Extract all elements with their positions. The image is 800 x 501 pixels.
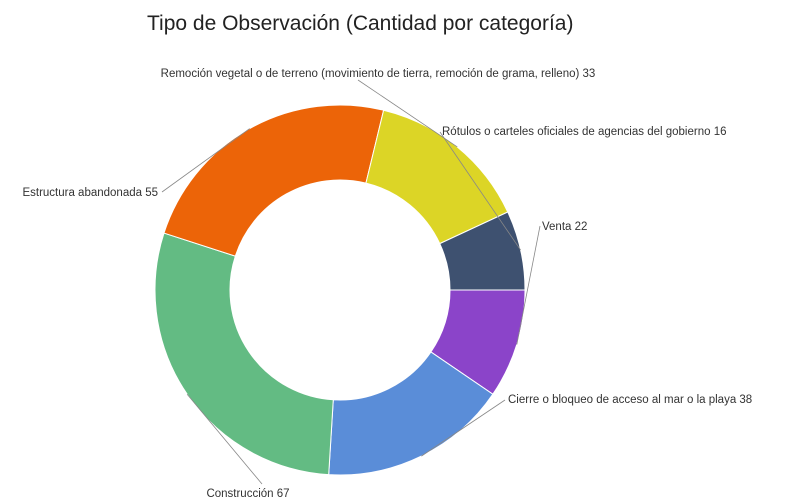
leader-line-5 bbox=[439, 131, 521, 251]
leader-line-1 bbox=[421, 399, 506, 457]
leader-line-4 bbox=[357, 79, 458, 148]
slice-3[interactable] bbox=[163, 104, 385, 257]
slice-label-5: Rótulos o carteles oficiales de agencias… bbox=[442, 126, 727, 138]
leader-line-2 bbox=[186, 393, 263, 485]
slice-label-1: Cierre o bloqueo de acceso al mar o la p… bbox=[508, 394, 752, 406]
slice-5[interactable] bbox=[439, 211, 526, 291]
slice-label-3: Estructura abandonada 55 bbox=[22, 187, 158, 199]
slice-label-2: Construcción 67 bbox=[206, 488, 289, 500]
slice-label-0: Venta 22 bbox=[542, 221, 587, 233]
slice-label-4: Remoción vegetal o de terreno (movimient… bbox=[161, 68, 596, 80]
slice-2[interactable] bbox=[154, 232, 334, 476]
chart-title: Tipo de Observación (Cantidad por catego… bbox=[147, 12, 574, 35]
leader-line-3 bbox=[161, 128, 250, 193]
leader-line-0 bbox=[516, 225, 541, 345]
